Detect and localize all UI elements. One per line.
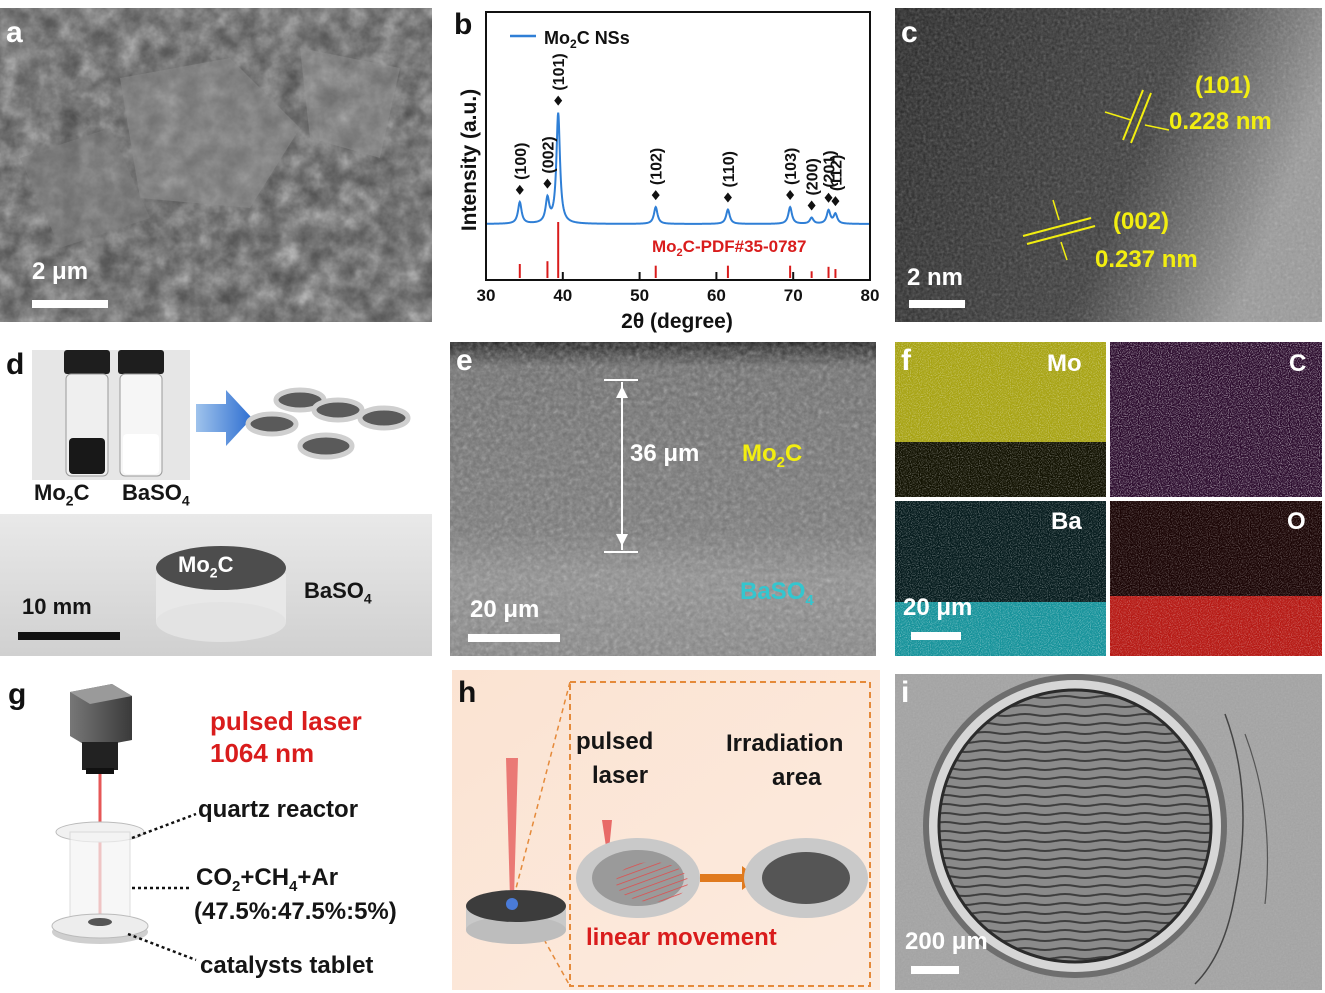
laser-spot-image <box>895 674 1322 990</box>
legend-label: Mo2C NSs <box>544 28 630 51</box>
peak-marker <box>515 184 524 195</box>
panel-label-i: i <box>901 676 910 709</box>
tablet-label: catalysts tablet <box>200 952 374 979</box>
tablet-top-label: Mo2C <box>178 552 234 581</box>
thickness-label: 36 μm <box>630 440 700 467</box>
scale-bar-label-e: 20 μm <box>470 596 540 623</box>
layer-label-mo2c: Mo2C <box>742 440 803 471</box>
scale-bar-c <box>909 300 965 308</box>
vial-label-baso4: BaSO4 <box>122 480 190 509</box>
panel-c-hrtem-image: c (101) 0.228 nm (002) 0.237 nm 2 nm <box>895 8 1322 322</box>
series-line-mo2c-nss <box>486 112 871 225</box>
peak-label: (112) <box>828 155 845 191</box>
peak-label: (201) <box>822 150 839 187</box>
xrd-plot: (100) (002) (101) (102) (110) (103) (200) (201)… <box>458 11 880 333</box>
reactor-label: quartz reactor <box>198 796 359 823</box>
panel-a-sem-image: a 2 μm <box>0 8 432 322</box>
map-label-o: O <box>1287 508 1306 535</box>
y-axis-label: Intensity (a.u.) <box>458 89 481 231</box>
x-tick-label: 80 <box>861 286 880 305</box>
area-label-line1: Irradiation <box>726 730 844 757</box>
inner-laser-label-line1: pulsed <box>576 728 654 755</box>
map-label-mo: Mo <box>1047 350 1082 377</box>
scale-bar-label-d: 10 mm <box>22 594 92 619</box>
movement-label: linear movement <box>586 924 777 951</box>
peak-marker <box>824 192 833 203</box>
panel-label-g: g <box>8 678 27 711</box>
panel-b-xrd-chart: b (100) (002) (101) (102) (110) (103) (200) (20… <box>440 0 890 340</box>
peak-marker <box>723 192 732 203</box>
panel-h-scan-schematic: h pulsed laser Irradiation area linear m… <box>452 670 880 990</box>
peak-label: (103) <box>783 148 800 185</box>
plane-002-spacing: 0.237 nm <box>1095 246 1198 273</box>
panel-label-a: a <box>6 16 23 49</box>
gas-ratio-label: (47.5%:47.5%:5%) <box>194 898 397 925</box>
x-tick-label: 30 <box>477 286 496 305</box>
peak-label: (101) <box>551 53 568 90</box>
panel-label-e: e <box>456 344 473 377</box>
x-tick-label: 60 <box>707 286 726 305</box>
x-tick-label: 40 <box>553 286 572 305</box>
peak-marker <box>651 190 660 201</box>
plane-101-spacing: 0.228 nm <box>1169 108 1272 135</box>
peak-label: (002) <box>540 136 557 173</box>
scale-bar-label-c: 2 nm <box>907 264 964 291</box>
panel-i-laser-spot: i 200 μm <box>895 674 1322 990</box>
scale-bar-label-i: 200 μm <box>905 928 988 955</box>
vial-label-mo2c: Mo2C <box>34 480 90 509</box>
panel-e-cross-section: e 36 μm Mo2C BaSO4 20 μm <box>450 342 876 656</box>
sem-image-a <box>0 8 432 322</box>
peak-label: (100) <box>513 143 530 180</box>
scale-bar-d <box>18 632 120 640</box>
panel-f-eds-maps: f Mo C Ba O 20 μm <box>895 342 1322 656</box>
scale-bar-f <box>911 632 961 640</box>
panel-label-c: c <box>901 16 918 49</box>
scale-bar-label-f: 20 μm <box>903 594 973 621</box>
peak-marker <box>554 95 563 106</box>
map-label-c: C <box>1289 350 1307 377</box>
peak-label: (200) <box>805 158 822 195</box>
scale-bar-i <box>911 966 959 974</box>
scan-drawing <box>452 670 880 990</box>
layer-label-baso4: BaSO4 <box>740 578 814 609</box>
panel-d-photos: d Mo2C BaSO4 Mo2C BaSO4 10 mm <box>0 342 432 656</box>
eds-map-grid <box>895 342 1322 656</box>
tablet-side-label: BaSO4 <box>304 578 372 607</box>
reactor-drawing <box>51 684 197 962</box>
photos-vials-tablets <box>0 342 432 656</box>
map-label-ba: Ba <box>1051 508 1082 535</box>
peak-marker <box>831 196 840 207</box>
plane-101-hkl: (101) <box>1195 72 1252 99</box>
scale-bar-label-a: 2 μm <box>32 258 89 285</box>
plane-002-hkl: (002) <box>1113 208 1170 235</box>
panel-label-f: f <box>901 344 911 377</box>
peak-marker <box>543 178 552 189</box>
x-axis-label: 2θ (degree) <box>621 310 733 333</box>
laser-label-line1: pulsed laser <box>210 706 362 736</box>
inner-laser-label-line2: laser <box>592 762 649 789</box>
peak-label: (102) <box>649 148 666 185</box>
x-tick-label: 70 <box>784 286 803 305</box>
peak-marker <box>807 200 816 211</box>
panel-label-h: h <box>458 676 477 709</box>
peak-label: (110) <box>721 151 738 187</box>
panel-label-d: d <box>6 348 25 381</box>
cross-section-image <box>450 342 876 656</box>
peak-marker <box>786 190 795 201</box>
x-tick-label: 50 <box>630 286 649 305</box>
panel-g-reactor-schematic: g pulsed laser 1064 nm quartz reactor CO… <box>0 670 445 993</box>
plot-frame <box>485 11 871 281</box>
hrtem-image <box>895 8 1322 322</box>
scale-bar-e <box>468 634 560 642</box>
area-label-line2: area <box>772 764 822 791</box>
laser-label-line2: 1064 nm <box>210 738 315 768</box>
scale-bar-a <box>32 300 108 308</box>
reference-label: Mo2C-PDF#35-0787 <box>652 237 806 259</box>
gas-label: CO2+CH4+Ar <box>196 864 339 895</box>
panel-label-b: b <box>454 8 473 41</box>
